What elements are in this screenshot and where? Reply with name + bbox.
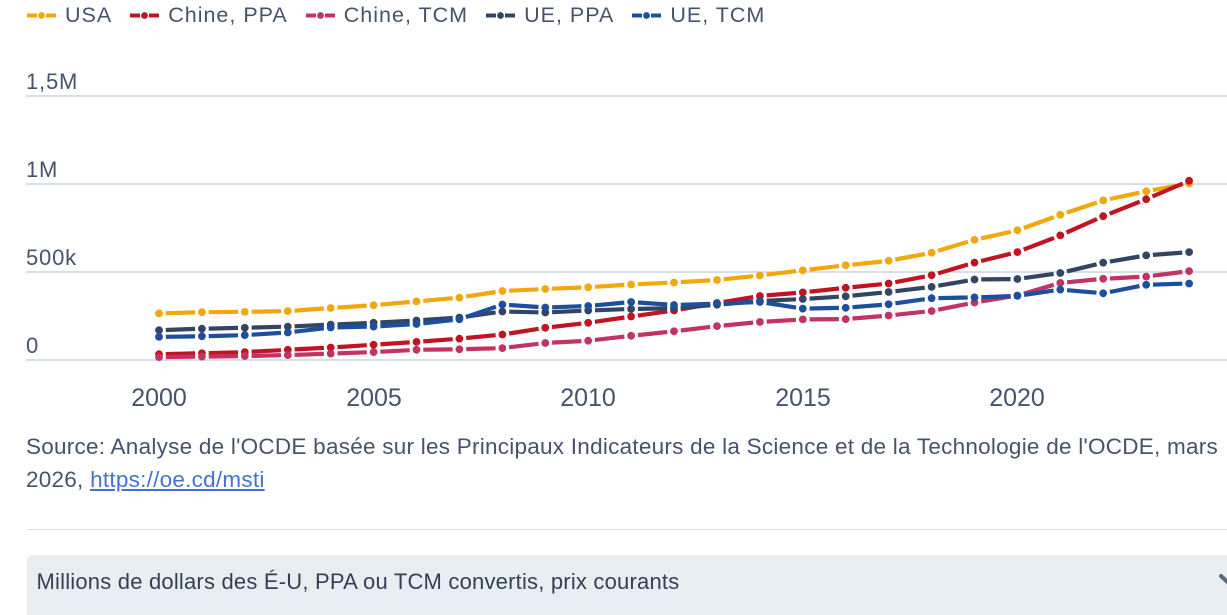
svg-text:2000: 2000: [131, 384, 187, 412]
svg-text:500k: 500k: [26, 245, 77, 270]
svg-text:1M: 1M: [26, 157, 58, 182]
svg-text:2005: 2005: [346, 384, 402, 412]
svg-text:2010: 2010: [560, 384, 616, 412]
svg-text:0: 0: [26, 333, 39, 358]
svg-text:2015: 2015: [775, 384, 831, 412]
svg-text:2020: 2020: [989, 384, 1045, 412]
svg-text:1,5M: 1,5M: [26, 69, 78, 94]
